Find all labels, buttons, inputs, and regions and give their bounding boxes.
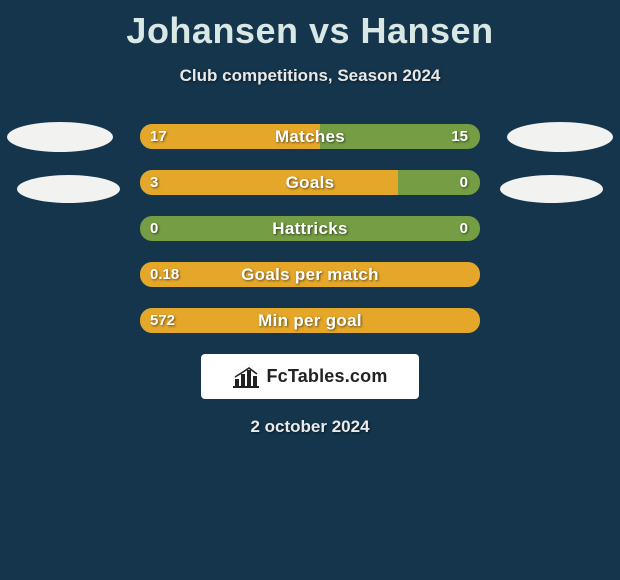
date-label: 2 october 2024: [0, 417, 620, 437]
stat-row: 17 Matches 15: [0, 124, 620, 149]
stat-row: 3 Goals 0: [0, 170, 620, 195]
stat-right-value: 15: [451, 124, 468, 149]
bars-chart-icon: [232, 366, 260, 388]
stat-label: Goals per match: [140, 262, 480, 287]
subtitle: Club competitions, Season 2024: [0, 66, 620, 86]
stat-row: 572 Min per goal: [0, 308, 620, 333]
stat-label: Goals: [140, 170, 480, 195]
stat-label: Hattricks: [140, 216, 480, 241]
stat-right-value: 0: [460, 216, 468, 241]
brand-label: FcTables.com: [266, 366, 387, 387]
stats-rows: 17 Matches 15 3 Goals 0 0 Hattricks 0 0.…: [0, 124, 620, 333]
brand-badge: FcTables.com: [201, 354, 419, 399]
stat-label: Min per goal: [140, 308, 480, 333]
comparison-infographic: Johansen vs Hansen Club competitions, Se…: [0, 0, 620, 580]
stat-row: 0.18 Goals per match: [0, 262, 620, 287]
stat-label: Matches: [140, 124, 480, 149]
stat-right-value: 0: [460, 170, 468, 195]
stat-row: 0 Hattricks 0: [0, 216, 620, 241]
page-title: Johansen vs Hansen: [0, 0, 620, 52]
